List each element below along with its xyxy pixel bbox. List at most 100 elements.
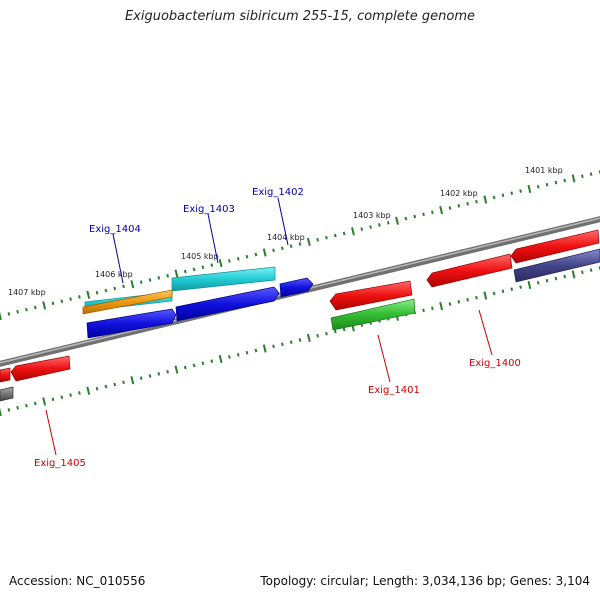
lower-scale-tick: [466, 297, 469, 302]
scale-label-1404: 1404 kbp: [267, 233, 305, 242]
upper-scale-tick: [571, 174, 576, 183]
lower-scale-tick: [563, 274, 567, 279]
upper-scale-tick: [7, 312, 11, 316]
scale-label-1403: 1403 kbp: [353, 211, 391, 220]
upper-scale-tick: [360, 227, 364, 231]
lower-scale-tick: [236, 353, 240, 357]
lower-scale-tick: [448, 302, 452, 306]
gene-label-exig-1404[interactable]: Exig_1404: [89, 224, 141, 235]
lower-scale-tick: [210, 359, 214, 363]
gene-exig-1401-green[interactable]: [330, 298, 416, 331]
gene-label-exig-1401[interactable]: Exig_1401: [368, 385, 420, 396]
gene-red-left[interactable]: [10, 355, 71, 382]
lower-scale-tick: [42, 397, 47, 406]
upper-scale-tick: [16, 309, 19, 314]
scale-label-1402: 1402 kbp: [440, 189, 478, 198]
lower-scale-tick: [7, 408, 11, 412]
upper-scale-tick: [201, 265, 205, 270]
upper-scale-tick: [262, 248, 267, 257]
lower-scale-tick: [510, 287, 514, 291]
upper-scale-tick: [95, 290, 99, 295]
scale-label-1401: 1401 kbp: [525, 166, 563, 175]
upper-scale-tick: [139, 280, 143, 284]
upper-scale-tick: [395, 216, 399, 225]
upper-scale-tick: [104, 288, 108, 293]
upper-scale-tick: [174, 269, 179, 278]
lower-scale-tick: [536, 281, 540, 285]
upper-scale-tick: [122, 284, 125, 289]
gene-label-exig-1405[interactable]: Exig_1405: [34, 458, 86, 469]
upper-scale-tick: [166, 273, 169, 278]
upper-scale-tick: [466, 201, 469, 206]
gene-exig-1405-fwd[interactable]: [86, 308, 177, 339]
upper-scale-tick: [78, 295, 81, 299]
upper-scale-tick: [51, 301, 55, 306]
gene-exig-1404[interactable]: [82, 289, 173, 315]
lower-scale-tick: [545, 278, 549, 283]
lower-scale-tick: [262, 344, 267, 353]
upper-scale-tick: [457, 204, 461, 208]
gene-exig-1401-red[interactable]: [329, 280, 413, 311]
lower-scale-tick: [492, 291, 496, 296]
lower-scale-tick: [69, 393, 72, 397]
upper-scale-tick: [157, 276, 161, 280]
lower-scale-tick: [104, 384, 108, 389]
upper-scale-tick: [369, 225, 372, 229]
upper-scale-tick: [210, 263, 214, 267]
upper-scale-tick: [448, 206, 452, 210]
upper-scale-tick: [563, 178, 567, 183]
lower-scale-tick: [431, 306, 434, 311]
leader-exig-1401: [377, 334, 391, 383]
gene-navy-right[interactable]: [513, 248, 600, 283]
upper-scale-tick: [272, 248, 275, 253]
upper-scale-tick: [351, 227, 355, 236]
upper-scale-tick: [69, 297, 72, 301]
upper-scale-tick: [404, 216, 408, 221]
lower-scale-tick: [33, 401, 37, 406]
upper-scale-tick: [316, 237, 319, 242]
upper-scale-tick: [333, 233, 337, 238]
upper-scale-tick: [519, 189, 522, 193]
upper-scale-tick: [86, 290, 91, 299]
lower-scale-tick: [298, 338, 302, 342]
lower-scale-tick: [16, 405, 19, 410]
upper-scale-tick: [545, 182, 549, 187]
lower-scale-tick: [422, 308, 425, 313]
upper-scale-tick: [536, 185, 540, 189]
lower-scale-tick: [122, 380, 125, 385]
upper-scale-tick: [281, 246, 284, 251]
lower-scale-tick: [289, 340, 293, 344]
upper-scale-tick: [378, 223, 381, 227]
upper-scale-tick: [298, 242, 302, 246]
gene-exig-1400-red[interactable]: [426, 253, 513, 288]
map-title: Exiguobacterium sibiricum 255-15, comple…: [124, 9, 476, 24]
gene-label-exig-1402[interactable]: Exig_1402: [252, 187, 304, 198]
lower-scale-tick: [183, 365, 187, 370]
lower-scale-tick: [25, 403, 28, 408]
lower-scale-tick: [333, 329, 337, 334]
lower-scale-tick: [342, 327, 346, 332]
leader-exig-1404: [112, 233, 124, 284]
upper-scale-tick: [183, 269, 187, 274]
gene-exig-1402-long[interactable]: [175, 286, 280, 322]
lower-scale-tick: [0, 407, 2, 417]
gene-red-left-edge[interactable]: [0, 367, 11, 383]
lower-scale-tick: [254, 348, 258, 353]
lower-scale-tick: [475, 295, 478, 300]
lower-scale-tick: [306, 333, 311, 343]
lower-scale-tick: [78, 391, 81, 395]
lower-scale-tick: [581, 270, 584, 275]
leader-exig-1405: [45, 409, 57, 456]
lower-scale-tick: [457, 300, 461, 304]
gene-label-exig-1403[interactable]: Exig_1403: [183, 204, 235, 215]
upper-scale-tick: [510, 191, 514, 195]
upper-scale-tick: [25, 307, 28, 312]
gene-red-right[interactable]: [510, 229, 600, 264]
gene-exig-1402[interactable]: [279, 277, 314, 298]
gene-label-exig-1400[interactable]: Exig_1400: [469, 358, 521, 369]
lower-scale-tick: [501, 289, 505, 294]
lower-scale-tick: [86, 386, 91, 395]
lower-scale-tick: [139, 376, 143, 380]
gene-gray-left[interactable]: [0, 386, 14, 402]
